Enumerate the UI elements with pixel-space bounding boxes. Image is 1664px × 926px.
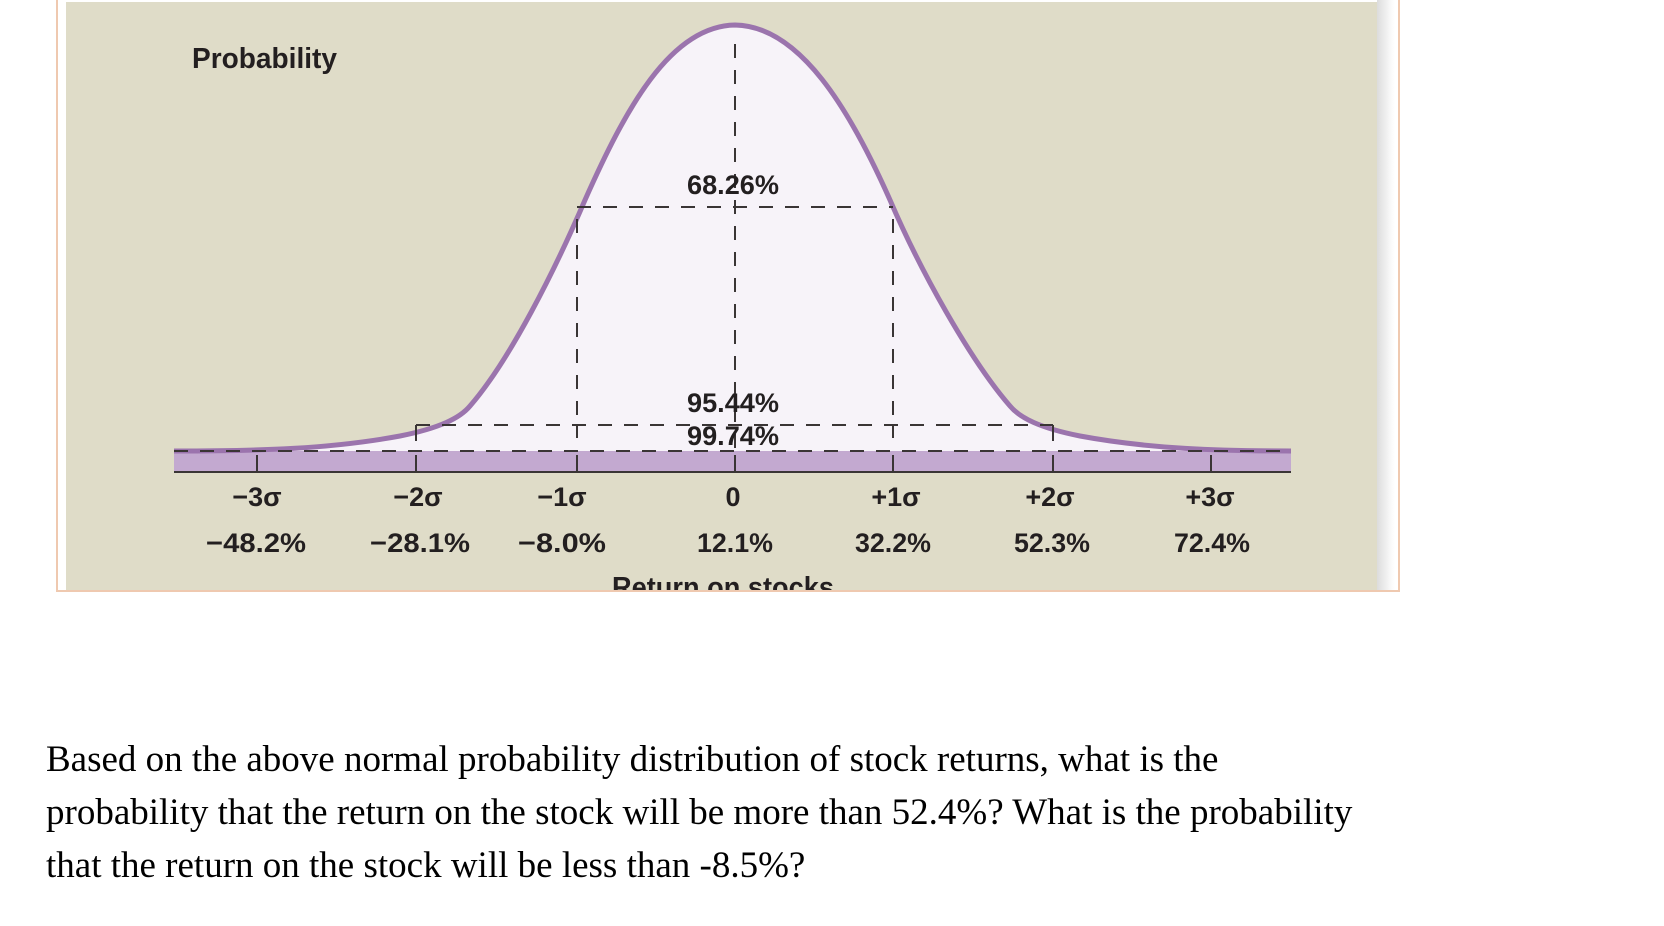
- sigma-labels: −3σ −2σ −1σ 0 +1σ +2σ +3σ: [232, 482, 1234, 512]
- return-labels: −48.2% −28.1% −8.0% 12.1% 32.2% 52.3% 72…: [206, 528, 1250, 558]
- sigma-label: −3σ: [232, 482, 281, 512]
- pct-95-label: 95.44%: [687, 388, 779, 418]
- sigma-label: +1σ: [871, 482, 920, 512]
- return-label: 52.3%: [1014, 528, 1090, 558]
- pct-99-label: 99.74%: [687, 421, 779, 451]
- return-label: −48.2%: [206, 528, 306, 558]
- x-axis-label: Return on stocks: [612, 572, 834, 600]
- question-line-3: that the return on the stock will be les…: [46, 845, 806, 886]
- panel-shadow: [1377, 0, 1395, 590]
- pct-68-label: 68.26%: [687, 170, 779, 200]
- normal-distribution-chart: Probability 68.26% 95.44% 99.74% −3σ −2σ…: [66, 2, 1377, 600]
- sigma-label: −2σ: [393, 482, 442, 512]
- two-sigma-ticks: [415, 425, 1054, 441]
- question-line-1: Based on the above normal probability di…: [46, 739, 1219, 780]
- return-label: −28.1%: [370, 528, 470, 558]
- question-line-2: probability that the return on the stock…: [46, 792, 1353, 833]
- bell-curve: [173, 22, 1292, 454]
- sigma-label: 0: [725, 482, 740, 512]
- return-label: 12.1%: [697, 528, 773, 558]
- bell-curve-fill: [174, 25, 1291, 451]
- return-label: 72.4%: [1174, 528, 1250, 558]
- y-axis-label: Probability: [192, 43, 337, 75]
- dashed-guides: [174, 44, 1291, 452]
- return-label: −8.0%: [518, 528, 606, 558]
- sigma-label: +3σ: [1185, 482, 1234, 512]
- question-text: Based on the above normal probability di…: [46, 733, 1646, 892]
- axis-ticks: [256, 455, 1212, 472]
- sigma-label: −1σ: [537, 482, 586, 512]
- return-label: 32.2%: [855, 528, 931, 558]
- axis-band: [174, 451, 1291, 472]
- sigma-label: +2σ: [1025, 482, 1074, 512]
